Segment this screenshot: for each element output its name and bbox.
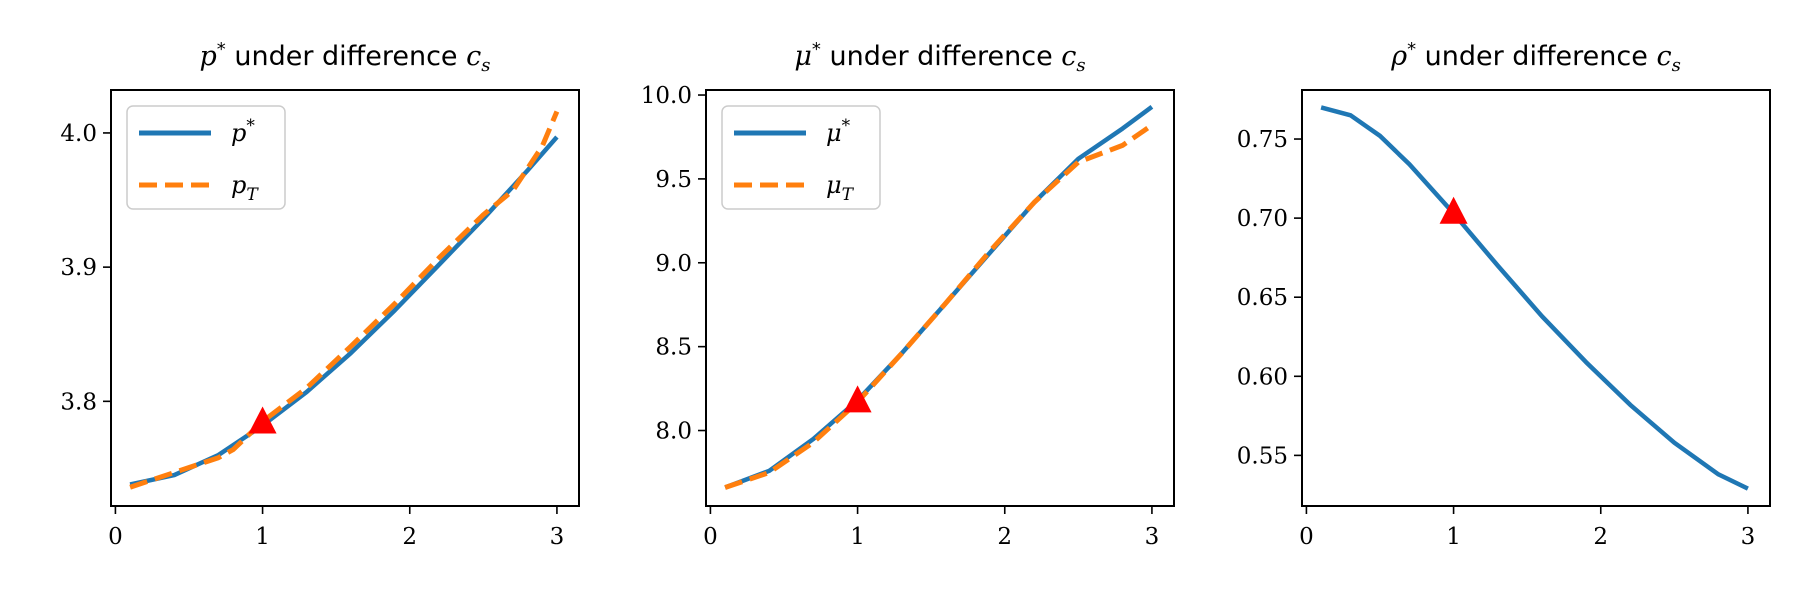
y-tick-label: 8.5 xyxy=(655,335,692,361)
title-subscript: s xyxy=(1672,55,1681,76)
title-symbol: ρ xyxy=(1390,41,1407,72)
y-tick-label: 0.60 xyxy=(1237,364,1288,390)
x-tick-label: 0 xyxy=(1299,524,1314,550)
title-variable: c xyxy=(1061,41,1076,72)
series-line-1 xyxy=(1320,105,1749,491)
subplot-2: μ* under difference cs0 1 2 38.08.59.09.510… xyxy=(641,39,1175,550)
title-variable: c xyxy=(466,41,481,72)
axes-frame xyxy=(1301,89,1771,507)
legend-subscript: T xyxy=(246,185,259,205)
y-tick-label: 0.55 xyxy=(1237,443,1288,469)
legend-symbol: p xyxy=(231,119,246,147)
title-symbol: p xyxy=(199,41,216,72)
legend-subscript: T xyxy=(842,185,855,205)
x-tick-label: 1 xyxy=(255,524,270,550)
legend: μ*μT xyxy=(721,105,881,210)
legend-entry-1: p* xyxy=(231,116,255,147)
subplot-3: ρ* under difference cs 0 1 2 3 0.55 0.60 0.65 0.… xyxy=(1237,39,1771,550)
legend-symbol: p xyxy=(231,171,246,199)
subplot-title: ρ* under difference cs xyxy=(1390,39,1681,76)
marker-triangle xyxy=(1439,196,1468,224)
title-superscript: * xyxy=(1407,39,1416,60)
subplot-title: μ* under difference cs xyxy=(794,39,1085,76)
x-tick-label: 1 xyxy=(850,524,865,550)
y-tick-label: 0.65 xyxy=(1237,285,1288,311)
x-tick-label: 2 xyxy=(402,524,417,550)
legend-superscript: * xyxy=(246,116,255,136)
title-text: under difference xyxy=(226,41,466,72)
marker-triangle xyxy=(248,406,277,434)
x-tick-label: 3 xyxy=(1145,524,1160,550)
legend-symbol: μ xyxy=(826,171,842,199)
title-subscript: s xyxy=(481,55,490,76)
title-superscript: * xyxy=(812,39,821,60)
y-tick-label: 4.0 xyxy=(60,121,97,147)
marker-triangle xyxy=(843,385,872,413)
y-tick-label: 0.70 xyxy=(1237,206,1288,232)
series-line-2 xyxy=(129,110,560,490)
y-tick-label: 9.5 xyxy=(655,167,692,193)
x-tick-label: 0 xyxy=(703,524,718,550)
title-text: under difference xyxy=(1416,41,1656,72)
subplot-title: p* under difference cs xyxy=(199,39,490,76)
x-tick-label: 2 xyxy=(1593,524,1608,550)
y-tick-label: 10.0 xyxy=(641,83,692,109)
title-symbol: μ xyxy=(794,41,812,72)
y-tick-label: 3.8 xyxy=(60,389,97,415)
axes-frame xyxy=(705,89,1175,507)
y-tick-label: 0.75 xyxy=(1237,127,1288,153)
legend-superscript: * xyxy=(842,116,851,136)
x-tick-label: 1 xyxy=(1446,524,1461,550)
y-tick-label: 3.9 xyxy=(60,255,97,281)
legend-box xyxy=(721,105,881,210)
title-variable: c xyxy=(1656,41,1671,72)
legend-box xyxy=(126,105,286,210)
title-text: under difference xyxy=(821,41,1061,72)
title-superscript: * xyxy=(217,39,226,60)
legend-entry-2: μT xyxy=(826,171,855,205)
x-tick-label: 0 xyxy=(108,524,123,550)
legend-symbol: μ xyxy=(826,119,842,147)
subplot-1: p* under difference cs0 1 2 33.83.94.0 p*pT xyxy=(60,39,580,550)
x-tick-label: 3 xyxy=(550,524,565,550)
legend-entry-1: μ* xyxy=(826,116,851,147)
axes-frame xyxy=(110,89,580,507)
title-subscript: s xyxy=(1076,55,1085,76)
series-line-2 xyxy=(724,123,1154,490)
x-tick-label: 2 xyxy=(997,524,1012,550)
legend-entry-2: pT xyxy=(231,171,259,205)
x-tick-label: 3 xyxy=(1741,524,1756,550)
legend: p*pT xyxy=(126,105,286,210)
y-tick-label: 8.0 xyxy=(655,419,692,445)
y-tick-label: 9.0 xyxy=(655,251,692,277)
